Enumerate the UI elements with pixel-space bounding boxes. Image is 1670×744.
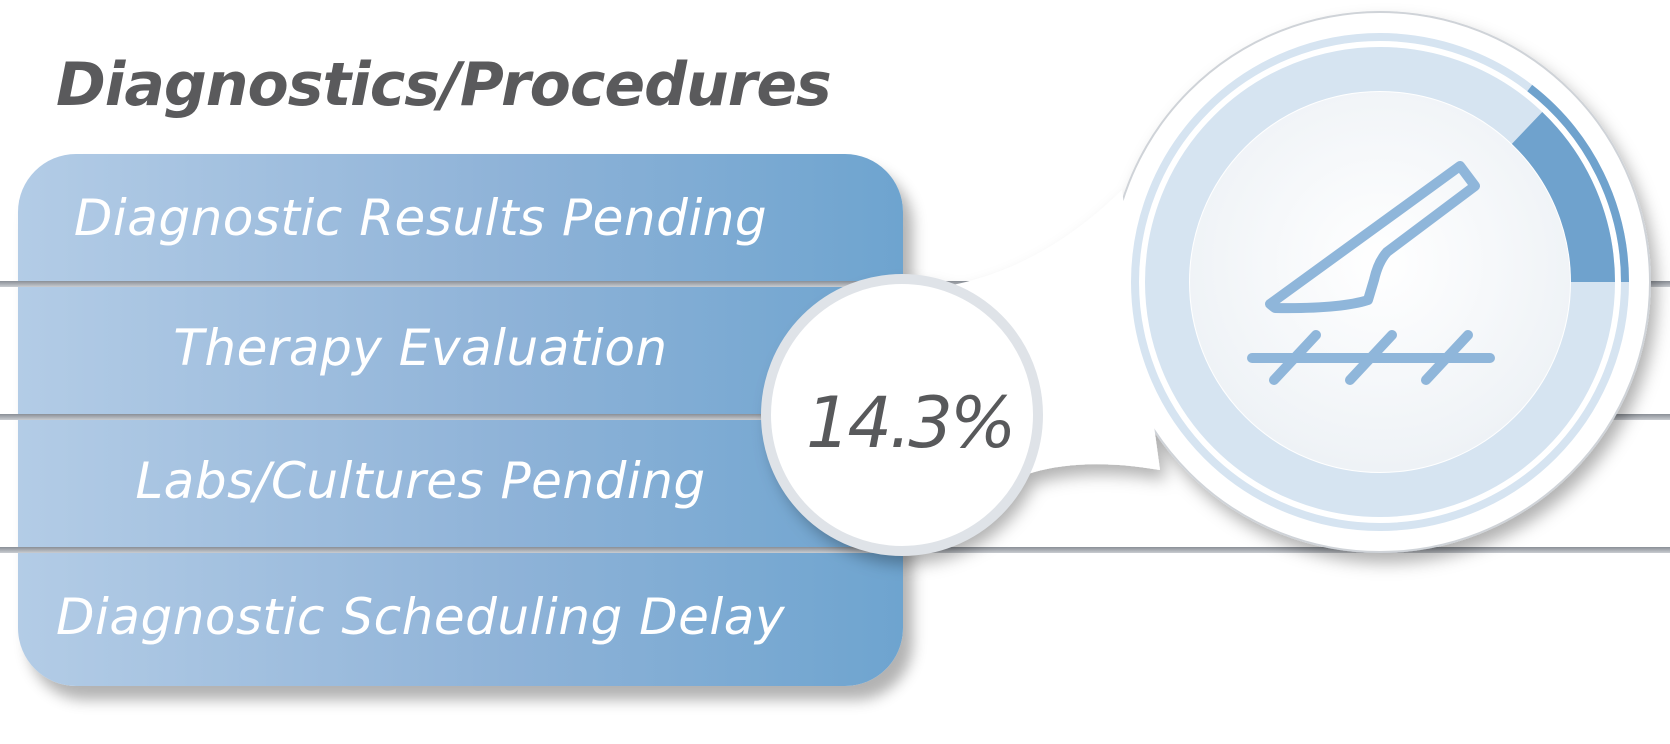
category-row: Labs/Cultures Pending bbox=[18, 414, 903, 547]
category-label: Diagnostic Results Pending bbox=[73, 189, 768, 247]
ring-progress-arc bbox=[1511, 112, 1615, 283]
ring-progress-outer bbox=[1527, 84, 1629, 283]
scalpel-icon bbox=[1247, 161, 1495, 385]
small-circle-face bbox=[778, 291, 1026, 539]
row-divider bbox=[0, 547, 1670, 553]
stat-value: 14.3% bbox=[806, 382, 1016, 464]
row-divider bbox=[0, 281, 1670, 287]
category-label: Labs/Cultures Pending bbox=[135, 451, 706, 510]
progress-ring bbox=[1131, 33, 1629, 531]
category-row: Diagnostic Results Pending bbox=[18, 154, 903, 282]
small-circle-rim bbox=[761, 274, 1043, 556]
category-label: Therapy Evaluation bbox=[173, 319, 668, 377]
ring-center-face bbox=[1190, 92, 1570, 472]
category-label: Diagnostic Scheduling Delay bbox=[55, 587, 786, 646]
category-stack: Diagnostic Results Pending Therapy Evalu… bbox=[18, 154, 903, 686]
category-row: Diagnostic Scheduling Delay bbox=[18, 547, 903, 686]
page-title: Diagnostics/Procedures bbox=[56, 50, 832, 120]
category-row: Therapy Evaluation bbox=[18, 282, 903, 414]
